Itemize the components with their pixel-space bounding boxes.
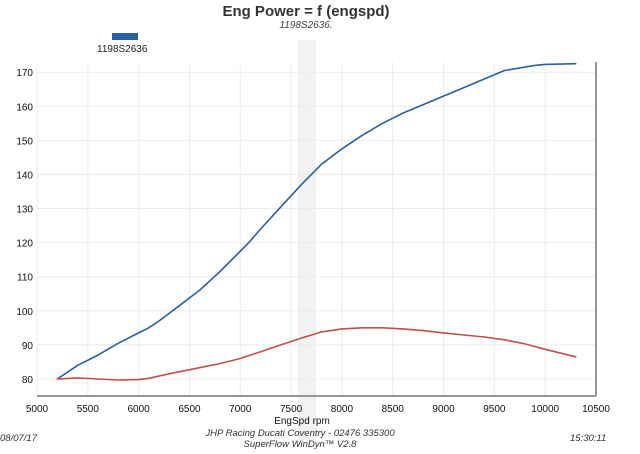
x-tick-label: 5000 xyxy=(26,404,49,415)
x-tick-label: 8500 xyxy=(382,404,405,415)
tick-labels: 80 90 100 110 120 130 140 150 160 170 5000 5500 6000… xyxy=(16,68,610,415)
y-tick-label: 150 xyxy=(16,136,33,147)
x-tick-label: 6000 xyxy=(128,404,151,415)
x-axis-label: EngSpd rpm xyxy=(274,416,330,427)
legend-label: 1198S2636 xyxy=(97,44,148,55)
series-line-1 xyxy=(56,62,577,380)
y-tick-label: 90 xyxy=(22,341,34,352)
x-tick-label: 6500 xyxy=(178,404,201,415)
x-tick-label: 9500 xyxy=(483,404,506,415)
legend-swatch xyxy=(112,33,138,40)
axes xyxy=(37,62,597,397)
y-tick-label: 100 xyxy=(16,307,33,318)
footer-time: 15:30:11 xyxy=(570,433,606,444)
chart-title: Eng Power = f (engspd) xyxy=(222,3,389,20)
series-line-2 xyxy=(56,326,577,381)
footer-line2: SuperFlow WinDyn™ V2.8 xyxy=(244,439,358,450)
series xyxy=(56,62,577,381)
legend: 1198S2636 xyxy=(97,33,148,55)
y-tick-label: 170 xyxy=(16,68,33,79)
x-tick-label: 10000 xyxy=(531,404,559,415)
chart-subtitle: 1198S2636. xyxy=(279,20,332,31)
footer-line1: JHP Racing Ducati Coventry - 02476 33530… xyxy=(204,428,395,439)
grid xyxy=(36,62,597,396)
x-tick-label: 9000 xyxy=(432,404,455,415)
y-tick-label: 110 xyxy=(17,273,33,284)
footer-date: 08/07/17 xyxy=(0,433,38,444)
scan-fold-band xyxy=(298,40,316,440)
x-tick-label: 10500 xyxy=(582,404,610,415)
y-tick-label: 80 xyxy=(22,375,34,386)
x-tick-label: 7000 xyxy=(229,404,252,415)
y-tick-label: 130 xyxy=(16,205,33,216)
y-tick-label: 160 xyxy=(16,102,33,113)
x-tick-label: 7500 xyxy=(280,404,303,415)
y-tick-label: 120 xyxy=(16,239,33,250)
x-tick-label: 5500 xyxy=(77,404,100,415)
x-tick-label: 8000 xyxy=(331,404,354,415)
y-tick-label: 140 xyxy=(16,170,33,181)
